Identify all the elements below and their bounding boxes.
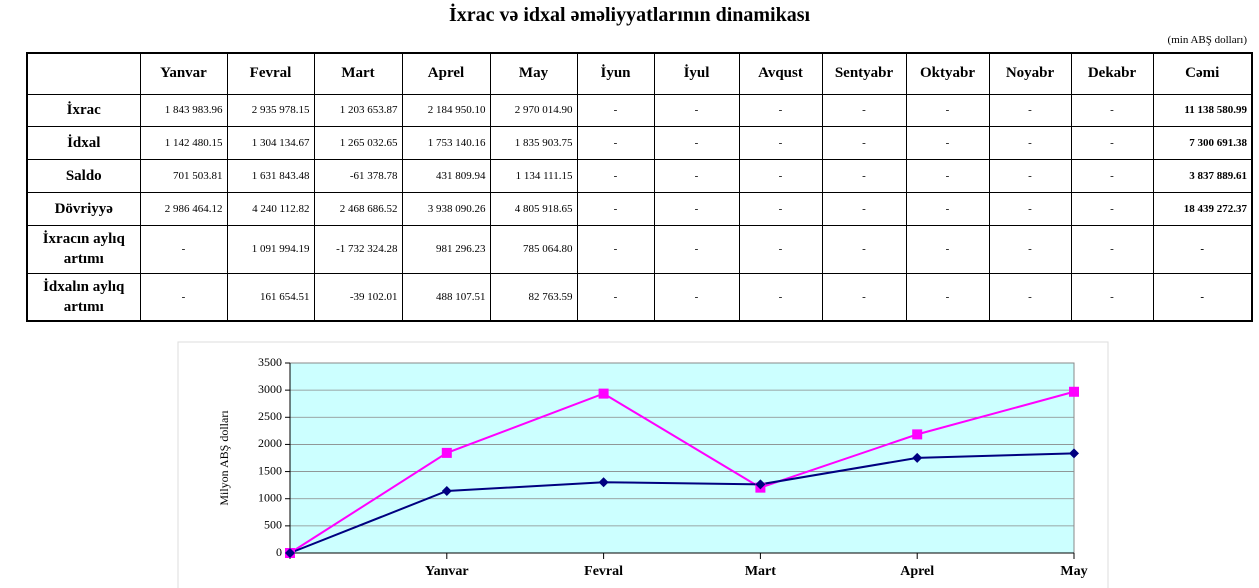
- cell: 2 935 978.15: [226, 93, 315, 127]
- x-tick-label: Aprel: [900, 564, 934, 579]
- y-tick-label: 3000: [258, 382, 282, 396]
- series-line: [289, 390, 1075, 554]
- column-header: Noyabr: [988, 52, 1072, 95]
- y-tick-label: 1500: [258, 463, 282, 477]
- cell: 3 837 889.61: [1152, 158, 1253, 193]
- y-tick-label: 2000: [258, 436, 282, 450]
- cell: -: [905, 272, 990, 322]
- y-tick-label: 2500: [258, 409, 282, 423]
- table-row: İdxal 1 142 480.15 1 304 134.67 1 265 032.6…: [26, 125, 1253, 160]
- cell: 4 240 112.82: [226, 191, 315, 226]
- marker: [598, 477, 609, 488]
- x-tick-label: Mart: [745, 564, 776, 579]
- column-header: Cəmi: [1152, 52, 1253, 95]
- column-header: Sentyabr: [821, 52, 907, 95]
- column-header: Aprel: [401, 52, 491, 95]
- cell: 488 107.51: [401, 272, 491, 322]
- cell: 1 203 653.87: [313, 93, 403, 127]
- cell: 1 843 983.96: [139, 93, 228, 127]
- cell: -: [1070, 272, 1154, 322]
- column-header: Yanvar: [139, 52, 228, 95]
- marker: [912, 429, 923, 440]
- y-tick-label: 1000: [258, 490, 282, 504]
- cell: 2 970 014.90: [489, 93, 578, 127]
- y-axis-label: Milyon ABŞ dolları: [217, 410, 231, 506]
- cell: 11 138 580.99: [1152, 93, 1253, 127]
- column-header: Oktyabr: [905, 52, 990, 95]
- cell: 7 300 691.38: [1152, 125, 1253, 160]
- marker: [441, 486, 452, 497]
- marker: [285, 548, 295, 558]
- cell: 2 986 464.12: [139, 191, 228, 226]
- cell: -: [738, 272, 823, 322]
- marker: [755, 479, 766, 490]
- cell: -: [821, 125, 907, 160]
- cell: 701 503.81: [139, 158, 228, 193]
- cell: 2 468 686.52: [313, 191, 403, 226]
- marker: [1069, 448, 1079, 459]
- cell: -: [576, 191, 655, 226]
- column-header: Dekabr: [1070, 52, 1154, 95]
- cell: -: [905, 191, 990, 226]
- table-row: İdxalın aylıq artımı -161 654.51 -39 102.0…: [26, 272, 1253, 322]
- cell: 18 439 272.37: [1152, 191, 1253, 226]
- cell: -: [1152, 272, 1253, 322]
- cell: -: [1070, 125, 1154, 160]
- table-row: Saldo 701 503.81 1 631 843.48 -61 378.78 431…: [26, 158, 1253, 193]
- cell: 1 265 032.65: [313, 125, 403, 160]
- cell: -: [653, 272, 740, 322]
- plot-area: [289, 362, 1075, 554]
- cell: -: [738, 125, 823, 160]
- cell: 82 763.59: [489, 272, 578, 322]
- marker: [441, 447, 452, 458]
- row-label: İdxalın aylıq artımı: [26, 272, 141, 322]
- cell: -: [988, 272, 1072, 322]
- cell: -: [821, 158, 907, 193]
- y-tick-label: 3500: [258, 355, 282, 369]
- column-header: Avqust: [738, 52, 823, 95]
- title: İxrac və idxal əməliyyatlarının dinamika…: [448, 4, 811, 26]
- cell: -: [653, 93, 740, 127]
- series-line: [289, 452, 1075, 554]
- x-tick-label: Yanvar: [425, 564, 469, 579]
- unit-note: (min ABŞ dolları): [1167, 34, 1247, 46]
- cell: -: [988, 191, 1072, 226]
- row-label: İxracın aylıq artımı: [26, 224, 141, 274]
- column-header: Fevral: [226, 52, 315, 95]
- cell: -: [1070, 93, 1154, 127]
- cell: -: [905, 224, 990, 274]
- row-label: Saldo: [26, 158, 141, 193]
- cell: -: [576, 125, 655, 160]
- marker: [598, 388, 609, 399]
- cell: 981 296.23: [401, 224, 491, 274]
- cell: 1 631 843.48: [226, 158, 315, 193]
- marker: [912, 452, 923, 463]
- cell: 4 805 918.65: [489, 191, 578, 226]
- y-tick-label: 0: [276, 545, 282, 559]
- cell: -: [653, 125, 740, 160]
- cell: -61 378.78: [313, 158, 403, 193]
- column-header: May: [489, 52, 578, 95]
- marker: [1069, 386, 1079, 397]
- cell: -: [653, 224, 740, 274]
- cell: -: [821, 272, 907, 322]
- x-tick-label: Fevral: [584, 564, 623, 579]
- y-tick-label: 500: [264, 518, 282, 532]
- cell: -: [139, 272, 228, 322]
- column-header: İyun: [576, 52, 655, 95]
- cell: -: [988, 224, 1072, 274]
- x-tick-label: May: [1060, 564, 1087, 579]
- cell: -: [139, 224, 228, 274]
- data-table: Yanvar Fevral Mart Aprel May İyun İyul Avqust Se…: [26, 52, 1253, 322]
- header-row: Yanvar Fevral Mart Aprel May İyun İyul Avqust Se…: [26, 52, 1253, 95]
- cell: -39 102.01: [313, 272, 403, 322]
- cell: -: [905, 158, 990, 193]
